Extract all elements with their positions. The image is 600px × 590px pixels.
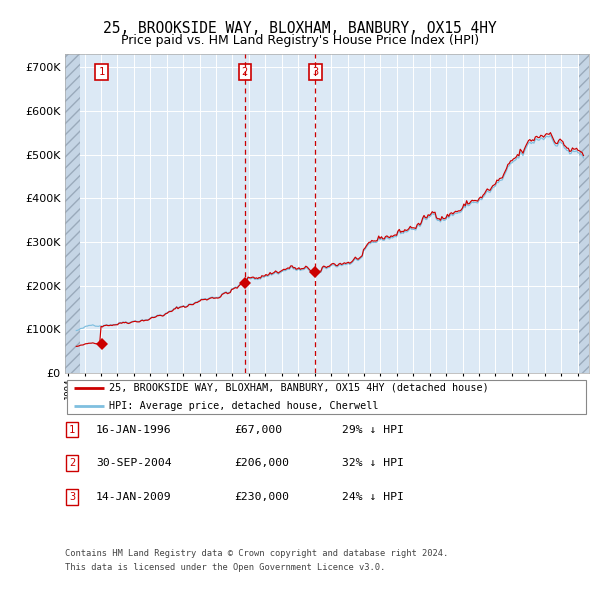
Text: 32% ↓ HPI: 32% ↓ HPI (342, 458, 404, 468)
Text: £230,000: £230,000 (234, 492, 289, 502)
Text: 14-JAN-2009: 14-JAN-2009 (96, 492, 172, 502)
Text: 29% ↓ HPI: 29% ↓ HPI (342, 425, 404, 434)
Text: 24% ↓ HPI: 24% ↓ HPI (342, 492, 404, 502)
Text: This data is licensed under the Open Government Licence v3.0.: This data is licensed under the Open Gov… (65, 563, 385, 572)
Text: 16-JAN-1996: 16-JAN-1996 (96, 425, 172, 434)
Text: 25, BROOKSIDE WAY, BLOXHAM, BANBURY, OX15 4HY: 25, BROOKSIDE WAY, BLOXHAM, BANBURY, OX1… (103, 21, 497, 35)
Text: 25, BROOKSIDE WAY, BLOXHAM, BANBURY, OX15 4HY (detached house): 25, BROOKSIDE WAY, BLOXHAM, BANBURY, OX1… (109, 383, 489, 393)
Bar (578, 54, 589, 373)
Text: £67,000: £67,000 (234, 425, 282, 434)
Bar (578, 54, 589, 373)
Text: £206,000: £206,000 (234, 458, 289, 468)
Text: 1: 1 (98, 67, 105, 77)
Text: 1: 1 (69, 425, 75, 434)
Text: 2: 2 (242, 67, 248, 77)
FancyBboxPatch shape (67, 379, 586, 414)
Text: Price paid vs. HM Land Registry's House Price Index (HPI): Price paid vs. HM Land Registry's House … (121, 34, 479, 47)
Text: Contains HM Land Registry data © Crown copyright and database right 2024.: Contains HM Land Registry data © Crown c… (65, 549, 448, 558)
Text: 3: 3 (312, 67, 319, 77)
Text: 30-SEP-2004: 30-SEP-2004 (96, 458, 172, 468)
Text: 3: 3 (69, 492, 75, 502)
Bar (65, 54, 80, 373)
Text: HPI: Average price, detached house, Cherwell: HPI: Average price, detached house, Cher… (109, 401, 379, 411)
Text: 2: 2 (69, 458, 75, 468)
Bar (65, 54, 80, 373)
